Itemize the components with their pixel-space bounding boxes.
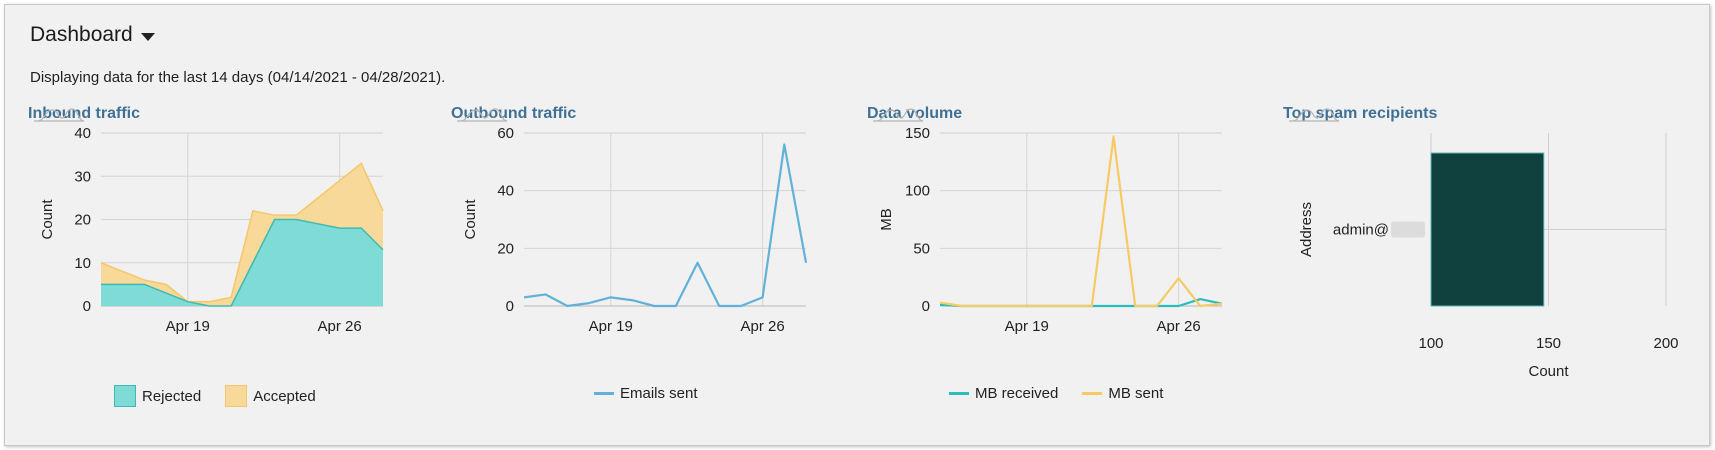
x-tick-label: Apr 19 bbox=[166, 318, 210, 335]
y-tick-label: 30 bbox=[74, 168, 91, 185]
outbound-traffic-panel: Outbound traffic 0 20 40 60 Apr 19 Apr 26 Coun… bbox=[451, 105, 851, 435]
x-tick-label: Apr 19 bbox=[589, 318, 633, 335]
legend-item-mb-sent[interactable]: MB sent bbox=[1082, 385, 1163, 402]
y-tick-label: 20 bbox=[497, 240, 514, 257]
legend-item-accepted[interactable]: Accepted bbox=[225, 385, 316, 407]
y-tick-label: 60 bbox=[497, 125, 514, 142]
outbound-traffic-title[interactable]: Outbound traffic bbox=[451, 105, 577, 122]
inbound-traffic-chart: 0 10 20 30 40 Apr 19 Apr 26 Count bbox=[39, 125, 384, 335]
top-spam-recipients-panel: Top spam recipients 100 150 200 admin@ Count… bbox=[1283, 105, 1683, 435]
mb-sent-line bbox=[939, 135, 1223, 308]
chart-sparkline-icon[interactable] bbox=[871, 105, 925, 123]
inbound-traffic-title[interactable]: Inbound traffic bbox=[28, 105, 140, 122]
y-axis-label: Count bbox=[39, 199, 56, 240]
x-tick-label: Apr 19 bbox=[1005, 318, 1049, 335]
y-tick-label: 0 bbox=[922, 298, 930, 315]
x-tick-label: Apr 26 bbox=[318, 318, 362, 335]
rejected-line bbox=[101, 218, 384, 307]
outbound-legend: Emails sent bbox=[594, 385, 698, 402]
y-tick-label: 100 bbox=[905, 183, 930, 200]
rejected-swatch bbox=[114, 385, 136, 407]
y-tick-label: 0 bbox=[506, 298, 514, 315]
accepted-swatch bbox=[225, 385, 248, 407]
legend-label-emails-sent: Emails sent bbox=[620, 385, 698, 402]
y-axis-label: Address bbox=[1298, 202, 1315, 257]
x-tick-label: 150 bbox=[1536, 335, 1561, 352]
accepted-area bbox=[101, 163, 383, 306]
x-tick-label: 100 bbox=[1418, 335, 1443, 352]
dashboard-frame: Dashboard Displaying data for the last 1… bbox=[4, 4, 1710, 446]
legend-label-accepted: Accepted bbox=[253, 387, 316, 405]
y-tick-label: 40 bbox=[74, 125, 91, 142]
data-volume-panel: Data volume 0 50 100 150 Apr 19 Apr 26 MB MB r… bbox=[867, 105, 1267, 435]
legend-label-mb-sent: MB sent bbox=[1108, 385, 1164, 402]
top-spam-recipients-chart: 100 150 200 admin@ Count Address bbox=[1298, 133, 1679, 380]
data-volume-title[interactable]: Data volume bbox=[867, 105, 963, 122]
legend-item-mb-received[interactable]: MB received bbox=[949, 385, 1058, 402]
inbound-legend: Rejected Accepted bbox=[114, 385, 316, 407]
y-axis-label: MB bbox=[878, 208, 895, 231]
chart-sparkline-icon[interactable] bbox=[1287, 105, 1341, 123]
chart-sparkline-icon[interactable] bbox=[32, 105, 86, 123]
dashboard-header[interactable]: Dashboard bbox=[30, 23, 155, 47]
legend-label-rejected: Rejected bbox=[142, 387, 202, 405]
mb-received-swatch bbox=[949, 392, 969, 395]
x-tick-label: Apr 26 bbox=[741, 318, 785, 335]
volume-legend: MB received MB sent bbox=[949, 385, 1163, 402]
y-tick-label: 10 bbox=[74, 255, 91, 272]
legend-item-rejected[interactable]: Rejected bbox=[114, 385, 201, 407]
category-label: admin@ bbox=[1333, 222, 1389, 239]
legend-item-emails-sent[interactable]: Emails sent bbox=[594, 385, 698, 402]
legend-label-mb-received: MB received bbox=[975, 385, 1059, 402]
emails-sent-swatch bbox=[594, 392, 614, 395]
x-tick-label: 200 bbox=[1653, 335, 1678, 352]
y-tick-label: 50 bbox=[913, 240, 930, 257]
accepted-line bbox=[100, 162, 384, 303]
mb-sent-swatch bbox=[1082, 392, 1103, 395]
y-tick-label: 20 bbox=[74, 212, 91, 229]
caret-down-icon[interactable] bbox=[140, 33, 155, 41]
data-volume-chart: 0 50 100 150 Apr 19 Apr 26 MB bbox=[878, 125, 1223, 335]
chart-sparkline-icon[interactable] bbox=[455, 105, 509, 123]
x-tick-label: Apr 26 bbox=[1157, 318, 1201, 335]
top-spam-recipients-title[interactable]: Top spam recipients bbox=[1283, 105, 1438, 122]
spam-bar bbox=[1430, 152, 1545, 307]
x-axis-label: Count bbox=[1528, 363, 1569, 380]
rejected-area bbox=[101, 219, 383, 306]
y-axis-label: Count bbox=[462, 199, 479, 240]
emails-sent-line bbox=[523, 143, 808, 308]
y-tick-label: 0 bbox=[83, 298, 91, 315]
date-range-text: Displaying data for the last 14 days (04… bbox=[30, 69, 446, 86]
page-title: Dashboard bbox=[30, 23, 133, 46]
outbound-traffic-chart: 0 20 40 60 Apr 19 Apr 26 Count bbox=[462, 125, 808, 335]
y-tick-label: 150 bbox=[905, 125, 930, 142]
redacted-text bbox=[1391, 221, 1425, 238]
y-tick-label: 40 bbox=[497, 183, 514, 200]
inbound-traffic-panel: Inbound traffic 0 10 20 30 40 Apr 19 Apr 26 Cou… bbox=[28, 105, 428, 435]
